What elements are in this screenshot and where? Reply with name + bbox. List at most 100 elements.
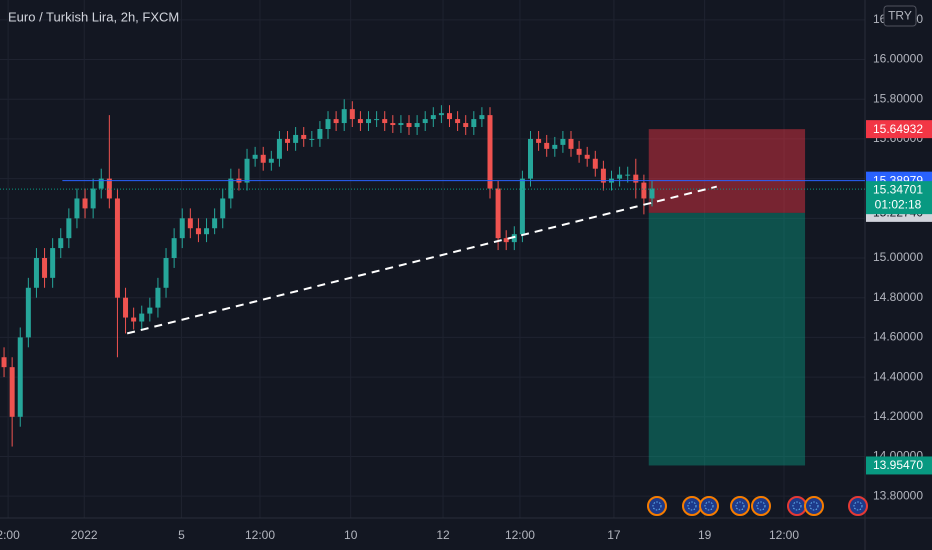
candle-body [309,138,315,140]
candle-body [341,109,347,124]
candle-body [123,297,129,318]
chart-title: Euro / Turkish Lira, 2h, FXCM [8,9,179,24]
candle-body [220,198,226,219]
candle-body [244,158,250,183]
candle-body [422,119,428,124]
candle-body [552,144,558,149]
candle-body [414,123,420,128]
candle-body [163,258,169,288]
candle-body [625,174,631,176]
candle-body [390,123,396,126]
candle-body [406,123,412,128]
candle-body [560,138,566,145]
candle-body [25,287,31,338]
x-tick-label: 12 [436,528,450,542]
candle-body [139,313,145,322]
candle-body [503,238,509,243]
candle-body [17,337,23,417]
candle-body [66,218,72,239]
candle-body [536,138,542,143]
candles [1,99,655,447]
candle-body [463,123,469,128]
target-label: 13.95470 [873,458,923,472]
position [648,129,806,466]
event-icon[interactable] [848,496,868,516]
candle-body [455,119,461,124]
stop-zone [648,129,806,213]
price-axis: 13.8000014.0000014.2000014.4000014.60000… [0,12,932,542]
trend-line [126,185,718,335]
x-tick-label: 12:00 [769,528,799,542]
candle-body [576,148,582,155]
y-tick-label: 14.40000 [873,369,923,383]
candle-body [285,138,291,143]
countdown-label: 01:02:18 [875,197,922,211]
currency-label: TRY [888,9,912,23]
target-label-box [866,456,932,475]
candle-body [325,119,331,130]
x-tick-label: 12:00 [505,528,535,542]
y-tick-label: 14.20000 [873,409,923,423]
candle-body [357,119,363,124]
candle-body [58,238,64,249]
x-tick-label: 19 [698,528,712,542]
event-icon[interactable] [804,496,824,516]
x-tick-label: 17 [607,528,621,542]
candle-body [649,188,655,199]
candle-body [90,188,96,209]
y-tick-label: 14.80000 [873,290,923,304]
candle-body [519,178,525,235]
x-tick-label: 2022 [71,528,98,542]
candle-body [195,228,201,235]
candle-body [171,238,177,259]
candle-body [98,178,104,189]
candle-body [9,367,15,417]
candle-body [204,228,210,235]
stop-label-box [866,120,932,139]
x-tick-label: 5 [178,528,185,542]
event-icon[interactable] [699,496,719,516]
event-icon[interactable] [751,496,771,516]
currency-button[interactable] [883,5,917,27]
y-tick-label: 16.00000 [873,52,923,66]
candle-body [260,154,266,163]
candle-body [187,218,193,229]
y-tick-label: 13.80000 [873,488,923,502]
candle-body [228,178,234,199]
candle-body [617,174,623,179]
candle-body [382,119,388,124]
event-icon[interactable] [682,496,702,516]
candle-body [374,119,380,121]
target-zone [648,212,806,466]
candle-body [471,119,477,128]
candle-body [276,138,282,159]
candle-body [33,258,39,288]
candle-body [398,123,404,126]
candle-body [592,158,598,169]
candle-body [268,158,274,163]
y-tick-label: 15.00000 [873,250,923,264]
candle-body [147,307,153,314]
candle-body [495,188,501,239]
candle-body [333,119,339,124]
event-icon[interactable] [787,496,807,516]
candle-body [447,113,453,120]
event-icon[interactable] [647,496,667,516]
last-price-box [866,181,932,215]
candle-body [106,178,112,199]
candle-body [511,234,517,243]
x-tick-label: 12:00 [245,528,275,542]
candle-body [293,134,299,143]
candle-body [50,248,56,278]
candle-body [74,198,80,219]
candle-body [131,317,137,322]
candle-body [479,115,485,120]
candle-body [430,115,436,120]
event-icon[interactable] [730,496,750,516]
y-tick-label: 14.60000 [873,330,923,344]
candle-body [487,115,493,189]
